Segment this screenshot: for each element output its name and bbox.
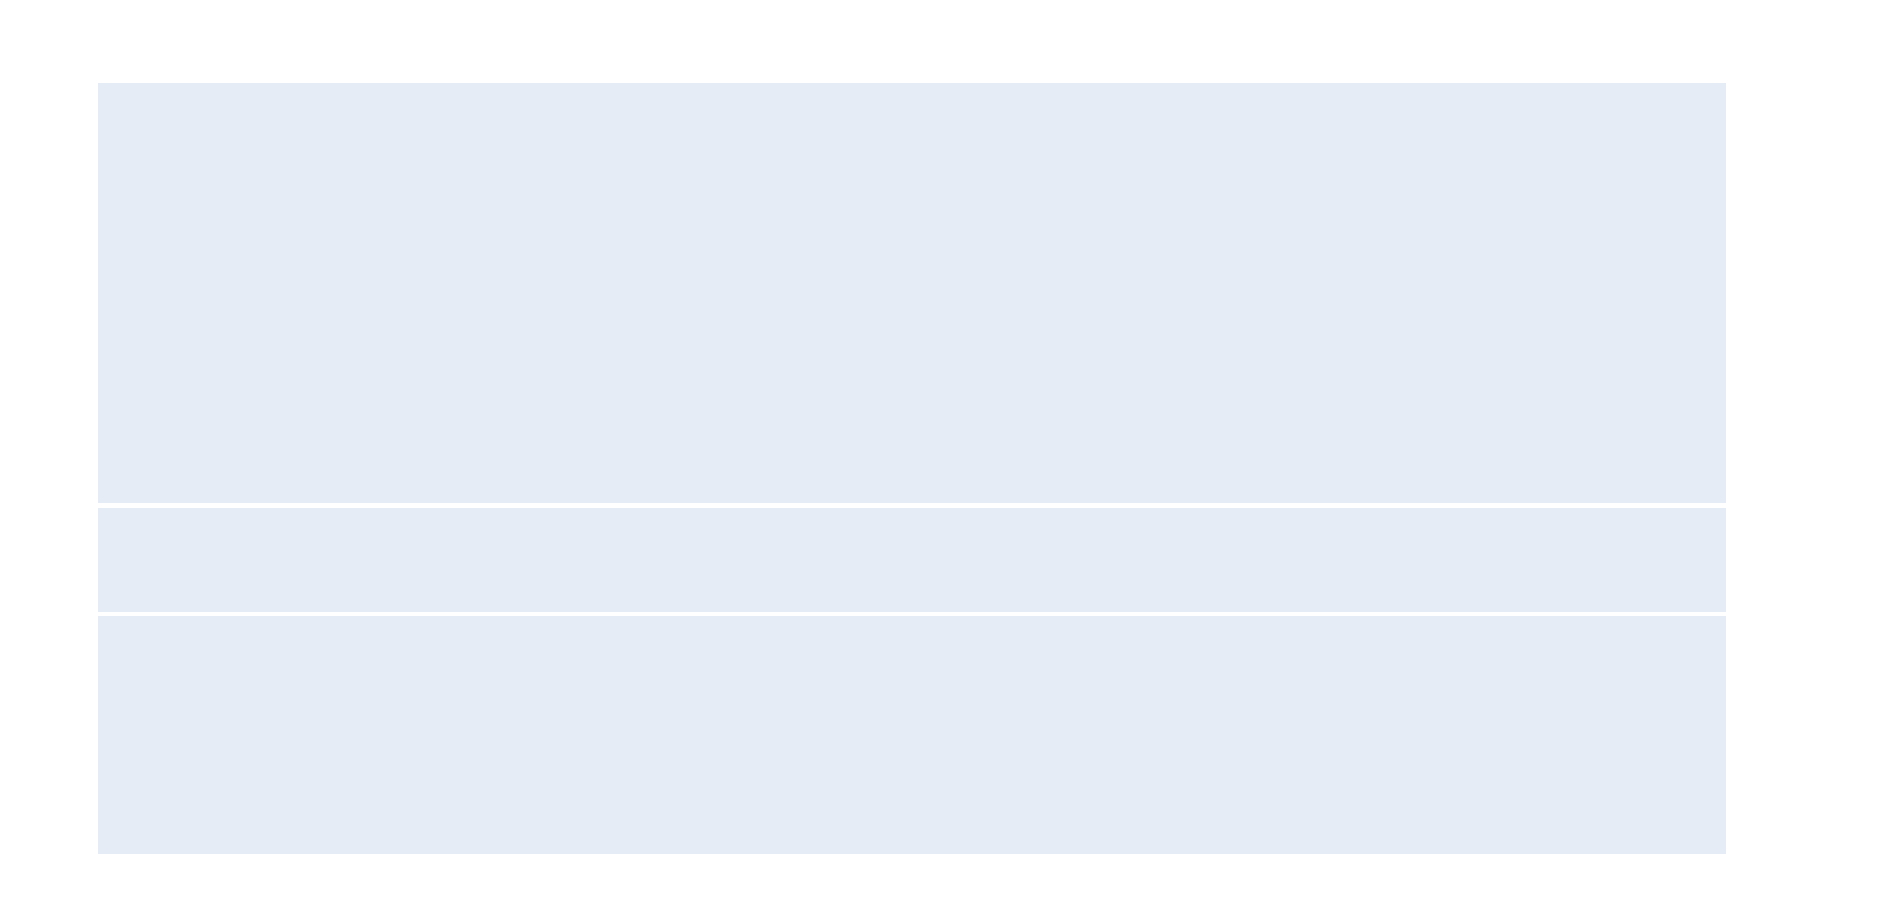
volume-subplot[interactable]: [98, 508, 1726, 612]
other-subplot[interactable]: [98, 616, 1726, 854]
price-subplot[interactable]: [98, 83, 1726, 503]
